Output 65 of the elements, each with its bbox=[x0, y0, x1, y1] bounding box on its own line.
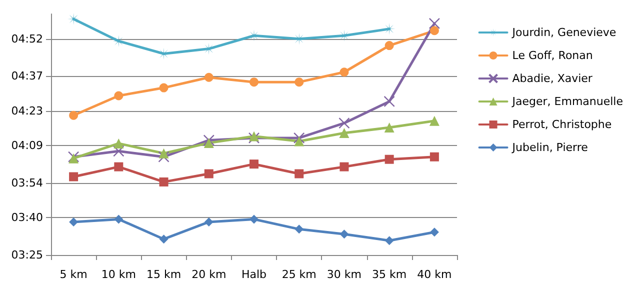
point bbox=[294, 136, 304, 146]
point bbox=[159, 234, 168, 244]
point bbox=[159, 83, 168, 92]
point bbox=[338, 117, 350, 129]
point bbox=[159, 177, 168, 186]
legend-label: Jourdin, Genevieve bbox=[511, 26, 616, 39]
legend-label: Perrot, Christophe bbox=[512, 118, 612, 131]
point bbox=[204, 72, 214, 82]
y-tick-label: 03:40 bbox=[11, 211, 43, 224]
point bbox=[204, 138, 214, 148]
point bbox=[203, 134, 214, 146]
point bbox=[69, 172, 78, 182]
point bbox=[430, 26, 439, 36]
point bbox=[250, 78, 258, 87]
point bbox=[250, 214, 258, 224]
point bbox=[158, 148, 169, 158]
point bbox=[430, 152, 439, 162]
point bbox=[204, 169, 214, 178]
x-tick-label: 30 km bbox=[326, 268, 362, 281]
point bbox=[294, 78, 304, 87]
point bbox=[339, 128, 350, 138]
point bbox=[114, 162, 124, 172]
point bbox=[113, 146, 124, 157]
legend-label: Jubelin, Pierre bbox=[511, 141, 588, 154]
point bbox=[204, 217, 214, 226]
y-tick-label: 04:23 bbox=[11, 104, 43, 118]
legend-label: Jaeger, Emmanuelle bbox=[511, 95, 624, 108]
x-tick-label: 10 km bbox=[101, 268, 136, 281]
point bbox=[384, 236, 394, 246]
point bbox=[114, 91, 124, 100]
legend-label: Abadie, Xavier bbox=[512, 72, 593, 85]
point bbox=[340, 230, 349, 239]
x-tick-label: 25 km bbox=[282, 268, 316, 281]
point bbox=[294, 224, 304, 234]
point bbox=[340, 162, 349, 172]
y-tick-label: 04:52 bbox=[11, 32, 43, 46]
point bbox=[69, 110, 78, 120]
point bbox=[294, 169, 304, 178]
y-tick-label: 04:09 bbox=[11, 139, 43, 152]
point bbox=[384, 122, 394, 133]
point bbox=[114, 214, 124, 224]
x-tick-label: 5 km bbox=[60, 268, 88, 281]
y-tick-label: 03:54 bbox=[11, 176, 43, 190]
x-tick-label: Halb bbox=[241, 268, 267, 281]
x-tick-label: 35 km bbox=[372, 268, 407, 281]
point bbox=[112, 35, 125, 48]
x-tick-label: 20 km bbox=[192, 268, 226, 281]
point bbox=[429, 116, 440, 126]
legend-label: Le Goff, Ronan bbox=[512, 49, 593, 62]
point bbox=[430, 228, 439, 237]
point bbox=[384, 96, 395, 108]
x-tick-label: 40 km bbox=[417, 268, 452, 281]
point bbox=[249, 131, 259, 142]
point bbox=[250, 160, 258, 169]
y-tick-label: 04:37 bbox=[11, 70, 43, 83]
y-tick-label: 03:25 bbox=[11, 248, 43, 262]
point bbox=[114, 138, 124, 148]
point bbox=[248, 132, 260, 144]
point bbox=[158, 151, 170, 162]
x-tick-label: 15 km bbox=[146, 268, 182, 281]
point bbox=[384, 154, 394, 164]
point bbox=[294, 132, 305, 144]
point bbox=[384, 41, 394, 50]
point bbox=[428, 18, 440, 30]
point bbox=[340, 68, 349, 77]
